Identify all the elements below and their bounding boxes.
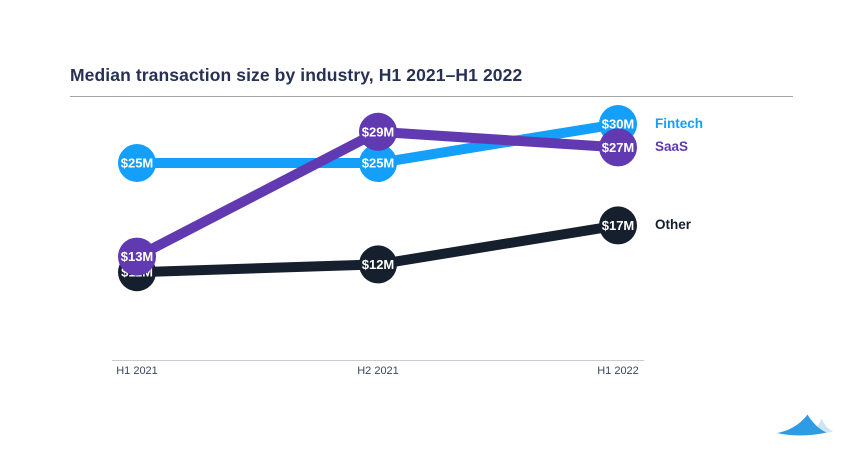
mountain-logo-icon bbox=[777, 414, 833, 436]
point-label-other-2: $17M bbox=[602, 218, 635, 233]
point-label-saas-2: $27M bbox=[602, 140, 635, 155]
x-axis-label-2: H1 2022 bbox=[597, 365, 639, 377]
point-label-saas-0: $13M bbox=[121, 249, 154, 264]
point-saas-1 bbox=[359, 112, 397, 151]
x-axis-label-0: H1 2021 bbox=[116, 365, 158, 377]
point-other-2 bbox=[599, 206, 637, 245]
point-other-1 bbox=[359, 245, 397, 284]
point-fintech-1 bbox=[359, 144, 397, 182]
chart-title: Median transaction size by industry, H1 … bbox=[70, 65, 523, 85]
legend-fintech: Fintech bbox=[655, 116, 704, 131]
legend-other: Other bbox=[655, 217, 692, 233]
x-axis-label-1: H2 2021 bbox=[357, 365, 399, 377]
mountain-logo-blue-peak bbox=[777, 414, 827, 436]
point-label-other-1: $12M bbox=[362, 257, 395, 272]
point-label-fintech-2: $30M bbox=[602, 117, 635, 132]
point-fintech-0 bbox=[118, 144, 156, 182]
legend-saas: SaaS bbox=[655, 139, 689, 155]
point-label-fintech-0: $25M bbox=[121, 156, 154, 171]
point-label-fintech-1: $25M bbox=[362, 156, 395, 171]
point-saas-0 bbox=[118, 237, 156, 276]
title-divider bbox=[70, 96, 793, 97]
point-saas-2 bbox=[599, 128, 637, 167]
point-label-saas-1: $29M bbox=[362, 124, 395, 139]
